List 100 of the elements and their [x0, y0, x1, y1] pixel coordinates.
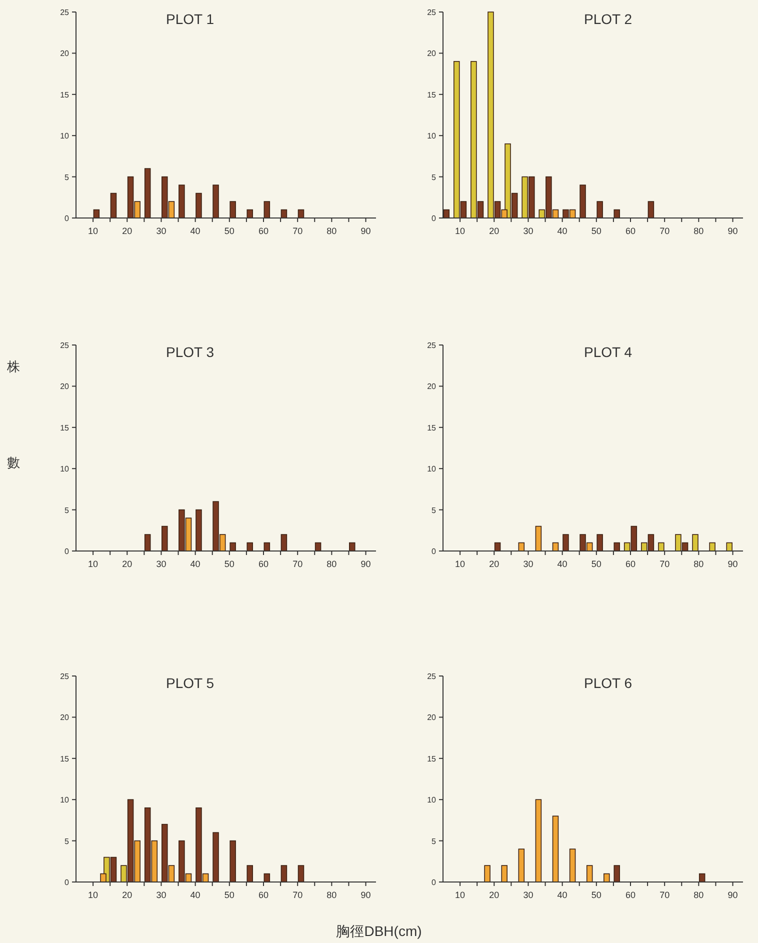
y-tick-label: 15 — [60, 423, 70, 432]
y-tick-label: 15 — [60, 90, 70, 100]
bar — [264, 201, 270, 218]
y-tick-label: 25 — [427, 8, 437, 17]
x-tick-label: 80 — [694, 226, 704, 236]
bar — [535, 799, 542, 882]
bar — [562, 534, 569, 552]
y-tick-label: 15 — [427, 754, 437, 764]
y-tick-label: 15 — [427, 423, 437, 432]
y-tick-label: 25 — [60, 341, 70, 350]
bar — [246, 542, 253, 552]
bar — [230, 840, 236, 882]
bar — [280, 534, 288, 552]
bar — [535, 526, 542, 552]
chart-title: PLOT 3 — [166, 344, 214, 360]
y-tick-label: 10 — [427, 132, 437, 141]
y-tick-label: 25 — [427, 341, 437, 350]
y-tick-label: 5 — [432, 172, 437, 182]
y-tick-label: 20 — [60, 713, 70, 722]
y-tick-label: 10 — [427, 796, 437, 805]
bar — [144, 168, 151, 218]
x-tick-label: 10 — [88, 890, 98, 900]
bar — [280, 865, 288, 882]
x-tick-label: 90 — [728, 559, 738, 569]
x-tick-label: 40 — [190, 559, 200, 569]
x-tick-label: 80 — [326, 559, 337, 569]
x-tick-label: 50 — [224, 890, 234, 900]
y-tick-label: 25 — [427, 672, 437, 681]
x-tick-label: 30 — [523, 559, 534, 569]
y-tick-label: 0 — [432, 547, 437, 556]
x-tick-label: 20 — [122, 226, 132, 236]
bar — [614, 542, 620, 552]
x-tick-label: 40 — [557, 890, 568, 900]
bar — [596, 534, 603, 552]
x-tick-label: 80 — [326, 226, 337, 236]
y-tick-label: 5 — [64, 172, 70, 182]
x-tick-label: 50 — [224, 559, 234, 569]
bar — [569, 848, 576, 882]
bar — [552, 816, 559, 882]
bar — [614, 209, 620, 218]
x-tick-label: 60 — [625, 226, 636, 236]
x-tick-label: 70 — [292, 890, 303, 900]
bar — [580, 184, 586, 218]
x-tick-label: 20 — [489, 226, 500, 236]
x-tick-label: 40 — [557, 559, 568, 569]
bar — [178, 184, 185, 218]
x-tick-label: 40 — [557, 226, 568, 236]
x-tick-label: 10 — [455, 226, 466, 236]
y-tick-label: 10 — [60, 796, 70, 805]
y-tick-label: 5 — [64, 506, 70, 515]
bar — [246, 865, 253, 882]
y-tick-label: 10 — [60, 464, 70, 474]
chart-title: PLOT 1 — [166, 11, 214, 27]
x-tick-label: 90 — [360, 226, 371, 236]
y-tick-label: 15 — [427, 90, 437, 100]
x-tick-label: 70 — [292, 226, 303, 236]
x-tick-label: 20 — [122, 559, 132, 569]
x-tick-label: 30 — [156, 559, 166, 569]
x-tick-label: 80 — [326, 890, 337, 900]
y-tick-label: 25 — [60, 8, 70, 17]
bar — [246, 209, 253, 218]
bar — [230, 201, 236, 218]
bar — [110, 192, 117, 218]
x-tick-label: 10 — [455, 559, 466, 569]
x-tick-label: 50 — [591, 226, 602, 236]
bar — [726, 542, 732, 552]
x-tick-label: 60 — [258, 226, 269, 236]
x-tick-label: 20 — [122, 890, 132, 900]
y-tick-label: 0 — [64, 214, 70, 223]
x-tick-label: 90 — [728, 226, 738, 236]
chart-title: PLOT 2 — [584, 11, 632, 27]
y-tick-label: 15 — [60, 754, 70, 764]
x-tick-label: 90 — [728, 890, 738, 900]
x-tick-label: 70 — [660, 559, 670, 569]
x-tick-label: 10 — [88, 559, 98, 569]
bar — [501, 865, 508, 882]
y-tick-label: 20 — [427, 382, 437, 392]
y-tick-label: 10 — [60, 132, 70, 141]
bar — [212, 184, 219, 218]
x-tick-label: 40 — [190, 226, 200, 236]
x-tick-label: 20 — [489, 559, 500, 569]
y-tick-label: 5 — [432, 506, 437, 515]
bar — [484, 865, 490, 882]
y-tick-label: 0 — [64, 878, 70, 887]
x-tick-label: 60 — [258, 559, 269, 569]
bar — [298, 865, 304, 882]
x-tick-label: 60 — [625, 559, 636, 569]
x-tick-label: 50 — [591, 890, 602, 900]
x-tick-label: 90 — [360, 559, 371, 569]
bar — [709, 542, 716, 552]
x-tick-label: 80 — [694, 890, 704, 900]
x-tick-label: 70 — [292, 559, 303, 569]
bar — [614, 865, 620, 882]
x-tick-label: 60 — [625, 890, 636, 900]
bar — [658, 542, 664, 552]
x-tick-label: 80 — [694, 559, 704, 569]
x-tick-label: 40 — [190, 890, 200, 900]
y-tick-label: 20 — [60, 382, 70, 392]
bar — [586, 865, 593, 882]
x-tick-label: 10 — [455, 890, 466, 900]
